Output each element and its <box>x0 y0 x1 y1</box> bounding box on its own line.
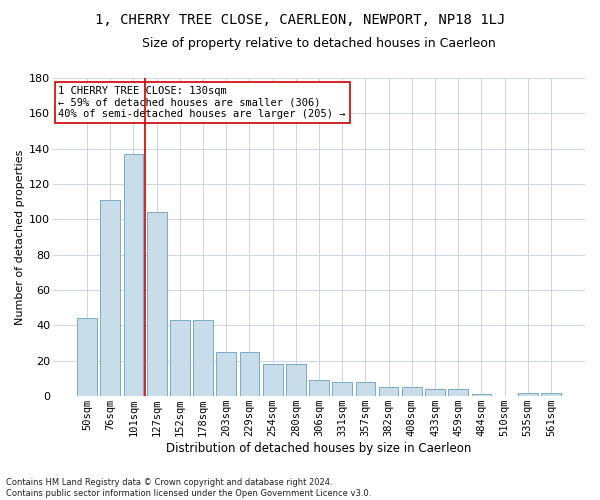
Bar <box>263 364 283 396</box>
Bar <box>332 382 352 396</box>
Bar <box>286 364 305 396</box>
Text: Contains HM Land Registry data © Crown copyright and database right 2024.
Contai: Contains HM Land Registry data © Crown c… <box>6 478 371 498</box>
Bar <box>100 200 120 396</box>
Text: 1 CHERRY TREE CLOSE: 130sqm
← 59% of detached houses are smaller (306)
40% of se: 1 CHERRY TREE CLOSE: 130sqm ← 59% of det… <box>58 86 346 119</box>
Title: Size of property relative to detached houses in Caerleon: Size of property relative to detached ho… <box>142 38 496 51</box>
Bar <box>239 352 259 396</box>
X-axis label: Distribution of detached houses by size in Caerleon: Distribution of detached houses by size … <box>166 442 472 455</box>
Bar <box>541 392 561 396</box>
Bar <box>309 380 329 396</box>
Bar <box>124 154 143 396</box>
Y-axis label: Number of detached properties: Number of detached properties <box>15 150 25 325</box>
Bar <box>193 320 213 396</box>
Bar <box>379 388 398 396</box>
Bar <box>217 352 236 396</box>
Bar <box>170 320 190 396</box>
Bar <box>425 389 445 396</box>
Bar <box>472 394 491 396</box>
Bar <box>147 212 167 396</box>
Bar <box>518 392 538 396</box>
Bar <box>402 388 422 396</box>
Bar <box>356 382 375 396</box>
Bar <box>448 389 468 396</box>
Text: 1, CHERRY TREE CLOSE, CAERLEON, NEWPORT, NP18 1LJ: 1, CHERRY TREE CLOSE, CAERLEON, NEWPORT,… <box>95 12 505 26</box>
Bar <box>77 318 97 396</box>
